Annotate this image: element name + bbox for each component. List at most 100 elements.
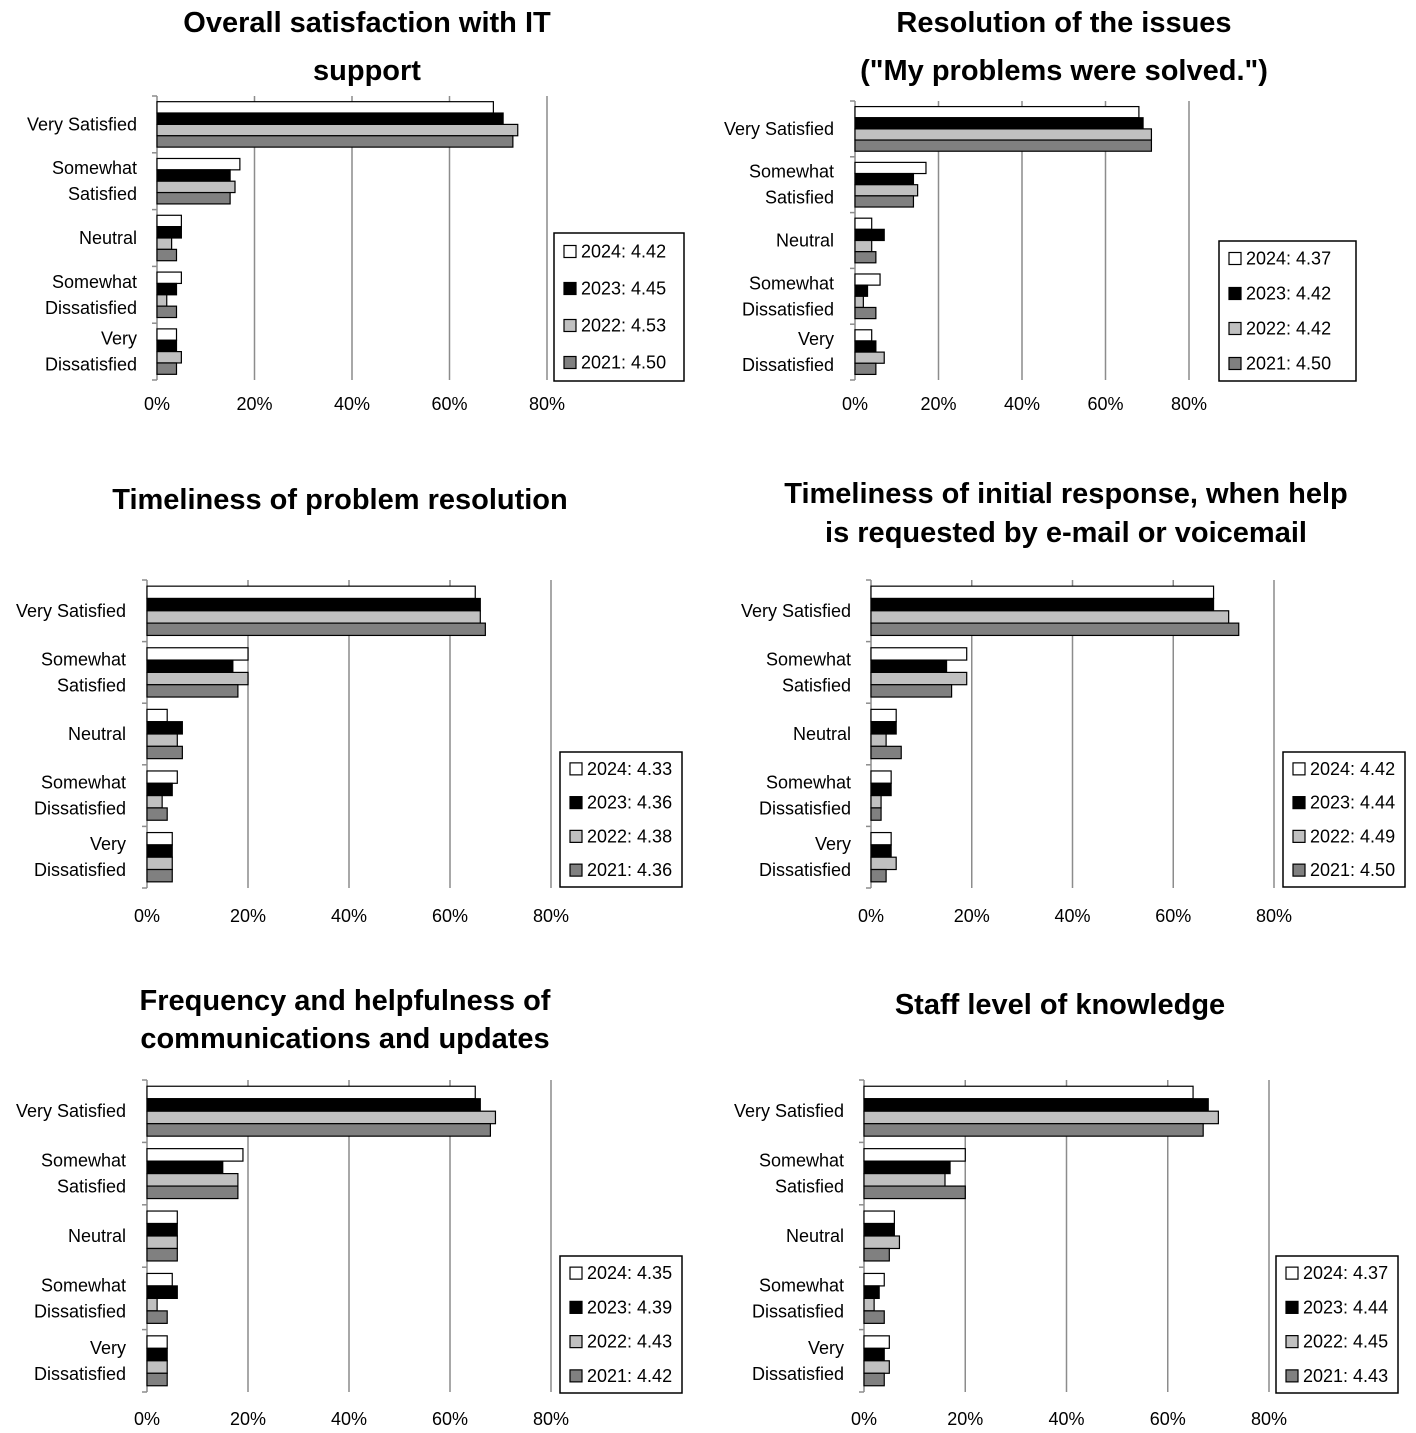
bar [854, 117, 1144, 130]
category-label: Dissatisfied [34, 799, 126, 819]
legend: 2024: 4.37 2023: 4.44 2022: 4.45 2021: 4.43 [1275, 1255, 1399, 1394]
bar [156, 282, 178, 296]
bar [146, 1160, 224, 1175]
legend-label: 2021: 4.42 [587, 1366, 672, 1386]
chart-title-line: is requested by e-mail or voicemail [825, 517, 1307, 549]
bar [146, 622, 486, 637]
chart-title-line: Timeliness of initial response, when hel… [784, 478, 1348, 510]
category-label: Neutral [793, 724, 851, 744]
legend-swatch [1228, 321, 1242, 336]
x-tick-label: 80% [533, 906, 569, 926]
bar [854, 161, 927, 175]
bar [870, 856, 897, 871]
x-tick-label: 0% [144, 394, 170, 414]
bar [146, 671, 249, 686]
chart-title-line: Timeliness of problem resolution [112, 484, 568, 516]
bar [854, 306, 877, 320]
legend-swatch [1292, 796, 1306, 810]
bar [863, 1310, 885, 1324]
bar [146, 782, 173, 797]
category-label: Dissatisfied [759, 799, 851, 819]
category-label: Somewhat [41, 773, 126, 793]
bar [146, 1310, 168, 1324]
bar [870, 684, 953, 698]
bar [870, 708, 897, 723]
bar [863, 1360, 890, 1374]
bar [146, 659, 234, 674]
legend-label: 2024: 4.35 [587, 1263, 672, 1283]
category-label: Somewhat [759, 1151, 844, 1171]
bar [854, 284, 869, 297]
chart-title-line: Resolution of the issues [896, 7, 1231, 39]
category-label: Neutral [786, 1226, 844, 1246]
bar [854, 362, 877, 376]
category-label: Satisfied [57, 675, 126, 695]
category-label: Dissatisfied [742, 299, 834, 319]
bar [863, 1160, 951, 1175]
legend-label: 2022: 4.38 [587, 826, 672, 846]
x-tick-label: 20% [230, 1409, 266, 1429]
category-label: Somewhat [766, 649, 851, 669]
bar [870, 671, 968, 686]
bar [146, 1235, 178, 1250]
bar [854, 105, 1140, 119]
category-label: Dissatisfied [759, 860, 851, 880]
legend-label: 2024: 4.33 [587, 759, 672, 779]
legend-swatch [569, 1369, 583, 1383]
chart-title-line: ("My problems were solved.") [860, 55, 1268, 87]
category-label: Very Satisfied [27, 114, 137, 134]
category-label: Somewhat [52, 158, 137, 178]
bar [870, 782, 892, 797]
legend-swatch [569, 1335, 583, 1349]
bar [146, 647, 249, 661]
bar [146, 770, 178, 784]
bar [870, 794, 882, 809]
legend-label: 2022: 4.42 [1246, 319, 1331, 339]
bar [854, 239, 873, 253]
legend-label: 2022: 4.49 [1310, 826, 1395, 846]
bar [156, 135, 514, 148]
bar [870, 868, 887, 883]
category-label: Dissatisfied [752, 1364, 844, 1384]
bar [146, 1372, 168, 1387]
category-label: Somewhat [41, 1275, 126, 1295]
legend-swatch [1292, 762, 1306, 776]
legend: 2024: 4.37 2023: 4.42 2022: 4.42 2021: 4.50 [1218, 240, 1357, 382]
x-tick-label: 0% [842, 394, 868, 414]
x-tick-label: 40% [331, 906, 367, 926]
chart-timeliness-of-resolution: Timeliness of problem resolution 0% 20% 40%… [16, 484, 683, 926]
legend-label: 2023: 4.39 [587, 1297, 672, 1317]
legend-swatch [1285, 1335, 1299, 1349]
bar [870, 844, 892, 858]
category-label: Satisfied [775, 1177, 844, 1197]
chart-title-line: Overall satisfaction with IT [183, 7, 551, 39]
legend: 2024: 4.42 2023: 4.45 2022: 4.53 2021: 4.50 [553, 232, 685, 382]
legend: 2024: 4.33 2023: 4.36 2022: 4.38 2021: 4.36 [559, 751, 683, 888]
category-label: Somewhat [749, 273, 834, 293]
legend-swatch [569, 1300, 583, 1314]
bar [863, 1148, 966, 1162]
bar [156, 169, 231, 182]
bar [854, 184, 919, 197]
legend-swatch [1228, 286, 1242, 301]
category-label: Dissatisfied [45, 298, 137, 318]
bar [863, 1235, 901, 1250]
bar [863, 1347, 885, 1362]
legend-swatch [1228, 251, 1242, 266]
bar [156, 226, 182, 239]
bar [156, 180, 236, 194]
category-label: Satisfied [765, 188, 834, 208]
x-tick-label: 60% [1150, 1409, 1186, 1429]
bar [146, 708, 168, 723]
bar [146, 831, 173, 846]
category-label: Very [101, 329, 137, 349]
legend-label: 2021: 4.50 [1310, 860, 1395, 880]
bar [156, 157, 241, 171]
category-label: Dissatisfied [742, 355, 834, 375]
x-tick-label: 60% [431, 394, 467, 414]
legend-swatch [563, 318, 577, 333]
bar [854, 340, 877, 353]
bar [146, 1210, 178, 1225]
legend-label: 2022: 4.53 [581, 316, 666, 336]
